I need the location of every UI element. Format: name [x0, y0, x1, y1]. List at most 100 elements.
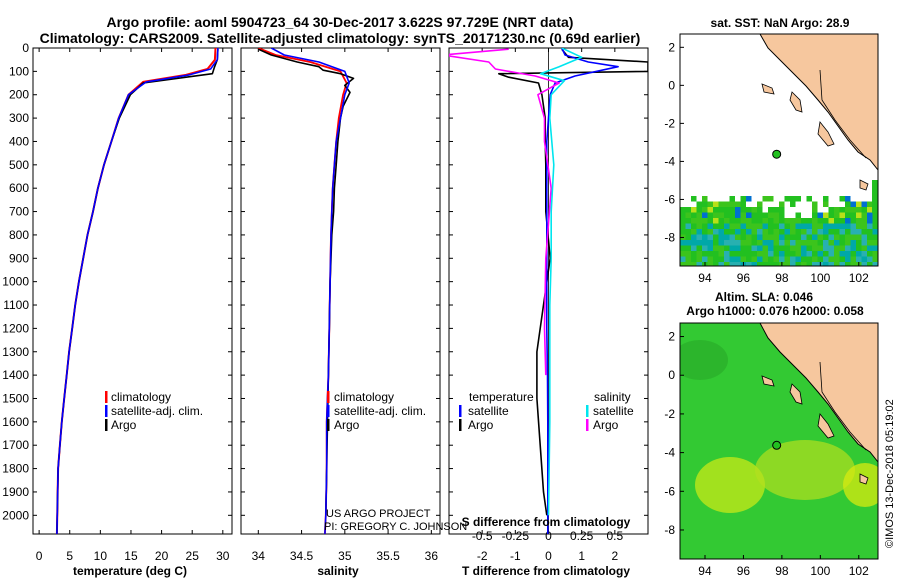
sst-grid-cell [861, 229, 867, 235]
sst-grid-cell [817, 229, 823, 235]
sst-grid-cell [823, 240, 829, 246]
sla-anomaly-high-east [843, 463, 878, 507]
sst-grid-cell [707, 218, 713, 224]
sst-grid-cell [746, 245, 752, 251]
sst-grid-cell [828, 251, 834, 257]
sst-grid-cell [718, 212, 724, 218]
sst-grid-cell [762, 251, 768, 257]
sst-grid-cell [872, 202, 878, 208]
sla-float-position-marker [772, 440, 782, 450]
sst-grid-cell [685, 207, 691, 213]
sst-grid-cell [795, 245, 801, 251]
sst-grid-cell [768, 207, 774, 213]
sst-grid-cell [707, 245, 713, 251]
sst-grid-cell [795, 223, 801, 229]
sst-grid-cell [762, 240, 768, 246]
sst-grid-cell [779, 256, 785, 262]
sla-island-enggano [859, 473, 869, 485]
sst-grid-cell [729, 251, 735, 257]
sst-grid-cell [790, 262, 796, 266]
depth-tick-labels: 0 100 200 300 400 500 600 700 800 900 1000 1100 1200… [2, 41, 648, 522]
sst-grid-cell [768, 212, 774, 218]
sla-anomaly-high-center [755, 440, 855, 500]
sst-grid-cell [801, 256, 807, 262]
map-x-tick-label: 94 [698, 564, 712, 578]
sst-grid-cell [861, 223, 867, 229]
sst-grid-cell [790, 240, 796, 246]
sst-grid-cell [845, 245, 851, 251]
sst-grid-cell [713, 262, 719, 266]
sst-grid-cell [713, 245, 719, 251]
temperature-argo-line [56, 49, 219, 534]
sst-grid-cell [806, 240, 812, 246]
sst-grid-cell [707, 234, 713, 240]
sst-grid-cell [729, 245, 735, 251]
sst-grid-cell [691, 234, 697, 240]
sst-grid-cell [691, 262, 697, 266]
legend-satellite-label: satellite-adj. clim. [111, 404, 203, 418]
sst-grid-cell [762, 223, 768, 229]
legend-s-argo-label: Argo [593, 418, 619, 432]
sst-grid-cell [724, 218, 730, 224]
sst-grid-cell [751, 229, 757, 235]
sst-grid-cell [845, 207, 851, 213]
sst-grid-cell [713, 212, 719, 218]
sst-grid-cell [691, 251, 697, 257]
sst-grid-cell [872, 245, 878, 251]
depth-tick-label: 1100 [3, 298, 29, 312]
sst-grid-cell [707, 251, 713, 257]
sst-grid-cell [861, 251, 867, 257]
depth-tick-label: 600 [9, 181, 29, 195]
salinity-legend: climatology satellite-adj. clim. Argo [327, 390, 426, 432]
sst-map-panel: sat. SST: NaN Argo: 28.9 2 0 -2 -4 -6 -8 94 96… [664, 16, 879, 285]
sst-grid-cell [834, 212, 840, 218]
map-y-tick-label: -8 [664, 230, 675, 244]
legend-argo-label: Argo [111, 418, 137, 432]
sst-grid-cell [740, 223, 746, 229]
sst-grid-cell [839, 245, 845, 251]
sst-grid-cell [839, 251, 845, 257]
sst-grid-cell [845, 201, 851, 207]
sst-grid-cell [795, 229, 801, 235]
sst-grid-cell [724, 229, 730, 235]
t-difference-x-tick-label: 1 [578, 549, 585, 563]
sst-grid-cell [828, 256, 834, 262]
sst-grid-cell [845, 234, 851, 240]
sst-grid-cell [784, 262, 790, 266]
sst-grid-cell [724, 256, 730, 262]
depth-tick-label: 900 [9, 251, 29, 265]
t-difference-axis-label: T difference from climatology [462, 564, 630, 578]
sst-grid-cell [779, 218, 785, 224]
sst-grid-cell [685, 223, 691, 229]
difference-panel: -2 -1 0 1 2 -0.5 -0.25 0 0.25 0.5 S difference f… [448, 47, 649, 578]
sla-anomaly-low-northwest [680, 340, 728, 380]
depth-tick-label: 1800 [2, 462, 29, 476]
sst-grid-cell [735, 240, 741, 246]
sst-grid-cell [702, 234, 708, 240]
sst-grid-cell [806, 218, 812, 224]
sst-grid-cell [696, 218, 702, 224]
sst-grid-cell [834, 207, 840, 213]
sst-grid-cell [784, 196, 790, 202]
sst-grid-cell [707, 229, 713, 235]
sla-island-nias [789, 383, 803, 405]
sst-grid-cell [740, 201, 746, 207]
sst-grid-cell [795, 240, 801, 246]
sst-grid-cell [685, 218, 691, 224]
sst-grid-cell [718, 229, 724, 235]
sla-map-panel: Altim. SLA: 0.046 Argo h1000: 0.076 h200… [664, 290, 879, 578]
sst-grid-cell [729, 212, 735, 218]
depth-tick-label: 200 [9, 88, 29, 102]
sst-grid-cell [850, 245, 856, 251]
sst-grid-cell [812, 229, 818, 235]
sst-grid-cell [696, 207, 702, 213]
temperature-axis-label: temperature (deg C) [73, 564, 187, 578]
map-x-tick-label: 98 [775, 271, 789, 285]
sst-grid-cell [713, 207, 719, 213]
sst-grid-cell [762, 196, 768, 202]
temperature-x-tick-label: 5 [66, 549, 73, 563]
difference-series [449, 48, 648, 534]
sst-grid-cell [746, 234, 752, 240]
sst-map-x-tick-labels: 94 96 98 100 102 [698, 262, 869, 285]
